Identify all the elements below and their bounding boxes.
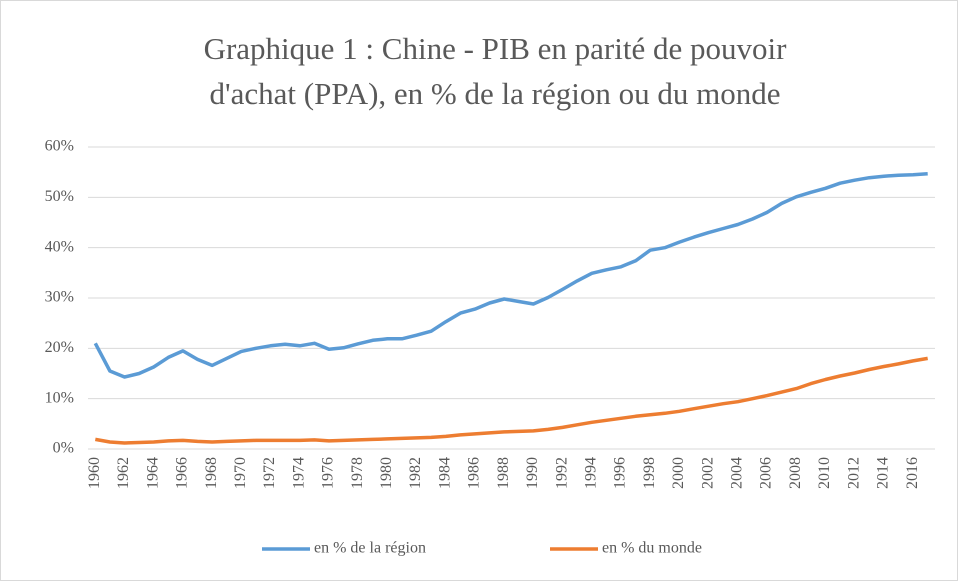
y-tick-label: 60% (45, 138, 74, 155)
x-tick-label: 1984 (436, 457, 453, 489)
legend-label: en % du monde (602, 540, 702, 557)
x-tick-label: 2000 (670, 457, 687, 489)
x-tick-label: 1972 (261, 457, 278, 489)
x-tick-label: 1974 (290, 457, 307, 489)
x-tick-label: 1982 (407, 457, 424, 489)
x-tick-label: 1970 (232, 457, 249, 489)
x-tick-label: 1976 (320, 457, 337, 489)
x-tick-label: 1966 (174, 457, 191, 489)
x-tick-label: 2014 (875, 457, 892, 489)
x-tick-label: 2008 (787, 457, 804, 489)
x-tick-label: 1986 (466, 457, 483, 489)
x-tick-label: 1994 (582, 457, 599, 489)
x-tick-label: 2006 (758, 457, 775, 489)
y-tick-label: 10% (45, 389, 74, 406)
legend-label: en % de la région (314, 540, 426, 557)
x-tick-label: 1996 (612, 457, 629, 489)
x-tick-label: 1962 (115, 457, 132, 489)
x-tick-label: 2002 (699, 457, 716, 489)
y-tick-label: 50% (45, 188, 74, 205)
x-tick-label: 1988 (495, 457, 512, 489)
x-tick-label: 1960 (86, 457, 103, 489)
y-tick-label: 20% (45, 339, 74, 356)
x-tick-label: 1978 (349, 457, 366, 489)
chart-title: Graphique 1 : Chine - PIB en parité de p… (204, 31, 788, 66)
x-tick-label: 2004 (729, 457, 746, 489)
x-tick-label: 1968 (203, 457, 220, 489)
x-tick-label: 2012 (845, 457, 862, 489)
x-tick-label: 1964 (144, 457, 161, 489)
x-tick-label: 1980 (378, 457, 395, 489)
chart-title: d'achat (PPA), en % de la région ou du m… (210, 76, 781, 111)
y-tick-label: 30% (45, 289, 74, 306)
x-tick-label: 2010 (816, 457, 833, 489)
x-tick-label: 2016 (904, 457, 921, 489)
x-tick-label: 1992 (553, 457, 570, 489)
series-line (93, 171, 928, 379)
y-tick-label: 0% (53, 440, 74, 457)
y-tick-label: 40% (45, 238, 74, 255)
series-line (94, 356, 928, 445)
x-tick-label: 1990 (524, 457, 541, 489)
x-tick-label: 1998 (641, 457, 658, 489)
